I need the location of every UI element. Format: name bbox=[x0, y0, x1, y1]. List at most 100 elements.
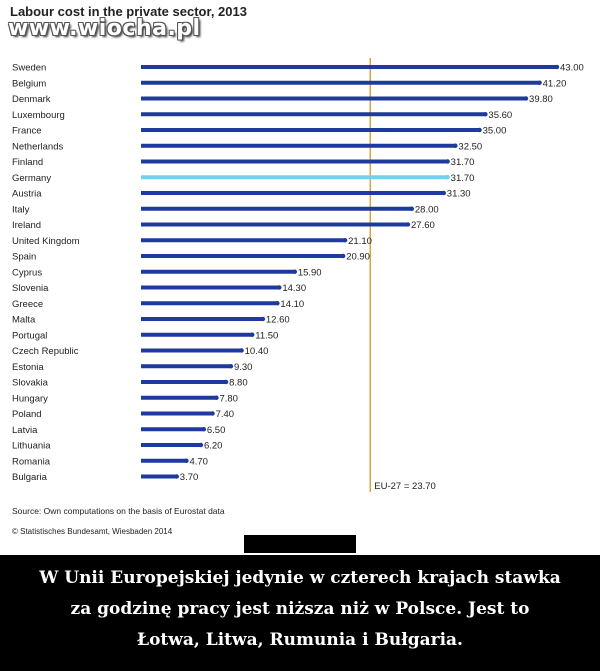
bar-end-marker bbox=[174, 474, 179, 479]
category-label: Poland bbox=[12, 409, 42, 420]
bar-end-marker bbox=[445, 175, 450, 180]
bar-end-marker bbox=[198, 442, 204, 448]
category-label: Denmark bbox=[12, 94, 51, 105]
value-label: 14.10 bbox=[280, 299, 304, 310]
value-label: 27.60 bbox=[411, 220, 435, 231]
category-label: Austria bbox=[12, 189, 42, 200]
category-label: Romania bbox=[12, 456, 51, 467]
bar bbox=[141, 80, 540, 85]
bar-end-marker bbox=[537, 80, 542, 85]
bar bbox=[141, 348, 242, 353]
bar bbox=[141, 427, 204, 432]
bar bbox=[141, 143, 456, 148]
bar-end-marker bbox=[239, 348, 244, 353]
bar-end-marker bbox=[554, 64, 560, 70]
bar bbox=[141, 443, 201, 447]
bar-end-marker bbox=[445, 159, 450, 164]
bar bbox=[141, 191, 444, 195]
value-label: 6.50 bbox=[207, 425, 226, 436]
bar bbox=[141, 474, 177, 479]
bar-end-marker bbox=[184, 458, 189, 463]
category-label: Cyprus bbox=[12, 267, 42, 278]
bar-end-marker bbox=[260, 316, 266, 322]
bar-end-marker bbox=[228, 364, 234, 369]
source-note: Source: Own computations on the basis of… bbox=[12, 506, 225, 516]
category-label: Spain bbox=[12, 252, 36, 263]
value-label: 3.70 bbox=[180, 472, 199, 483]
category-label: Lithuania bbox=[12, 441, 51, 452]
value-label: 31.30 bbox=[447, 189, 471, 200]
category-label: Finland bbox=[12, 157, 43, 168]
bar bbox=[141, 128, 480, 132]
value-label: 8.80 bbox=[229, 378, 248, 389]
bar-end-marker bbox=[275, 301, 280, 306]
bar-end-marker bbox=[441, 190, 447, 196]
bar bbox=[141, 65, 557, 69]
category-label: Slovenia bbox=[12, 283, 49, 294]
value-label: 31.70 bbox=[451, 157, 475, 168]
category-label: United Kingdom bbox=[12, 236, 80, 247]
bar bbox=[141, 332, 253, 337]
value-label: 43.00 bbox=[560, 63, 584, 74]
category-label: Luxembourg bbox=[12, 110, 65, 121]
value-label: 7.80 bbox=[219, 393, 238, 404]
bar-end-marker bbox=[210, 411, 215, 416]
bar-end-marker bbox=[477, 127, 482, 133]
value-label: 4.70 bbox=[189, 456, 208, 467]
value-label: 41.20 bbox=[543, 78, 567, 89]
bar bbox=[141, 301, 278, 306]
category-label: Bulgaria bbox=[12, 472, 48, 483]
bar bbox=[141, 395, 217, 400]
category-label: Belgium bbox=[12, 78, 46, 89]
bar bbox=[141, 222, 409, 227]
value-label: 31.70 bbox=[451, 173, 475, 184]
watermark-logo: www.wiocha.pl bbox=[8, 16, 201, 41]
category-label: Sweden bbox=[12, 63, 46, 74]
bar-end-marker bbox=[405, 222, 411, 227]
value-label: 20.90 bbox=[346, 252, 370, 263]
category-label: Germany bbox=[12, 173, 51, 184]
publisher-note: © Statistisches Bundesamt, Wiesbaden 201… bbox=[12, 527, 173, 536]
bar bbox=[141, 269, 295, 274]
bar-end-marker bbox=[483, 112, 488, 117]
value-label: 35.60 bbox=[488, 110, 512, 121]
category-label: Portugal bbox=[12, 330, 47, 341]
category-label: Czech Republic bbox=[12, 346, 79, 357]
category-label: Netherlands bbox=[12, 141, 63, 152]
bar-end-marker bbox=[214, 395, 219, 400]
bar-end-marker bbox=[340, 253, 346, 259]
bar bbox=[141, 112, 486, 117]
bar-chart: EU-27 = 23.70 Sweden 43.00 Belgium 41.20 Denm… bbox=[12, 58, 584, 492]
value-label: 9.30 bbox=[234, 362, 253, 373]
category-label: France bbox=[12, 126, 42, 137]
bar bbox=[141, 206, 412, 211]
value-label: 35.00 bbox=[483, 126, 507, 137]
bar bbox=[141, 458, 187, 463]
caption-line-2: za godzinę pracy jest niższa niż w Polsc… bbox=[70, 599, 530, 619]
category-label: Ireland bbox=[12, 220, 41, 231]
category-label: Estonia bbox=[12, 362, 44, 373]
bar-end-marker bbox=[277, 285, 282, 290]
redaction-box bbox=[244, 535, 356, 553]
bar-end-marker bbox=[409, 206, 415, 211]
category-label: Slovakia bbox=[12, 378, 49, 389]
bar bbox=[141, 175, 448, 180]
caption-line-3: Łotwa, Litwa, Rumunia i Bułgaria. bbox=[137, 630, 463, 650]
value-label: 14.30 bbox=[282, 283, 306, 294]
chart-area: Labour cost in the private sector, 2013 … bbox=[8, 4, 584, 553]
value-label: 6.20 bbox=[204, 441, 223, 452]
value-label: 32.50 bbox=[458, 141, 482, 152]
value-label: 12.60 bbox=[266, 315, 290, 326]
value-label: 21.10 bbox=[348, 236, 372, 247]
chart-title: Labour cost in the private sector, 2013 bbox=[10, 4, 247, 19]
bar bbox=[141, 364, 231, 369]
bar-end-marker bbox=[223, 379, 229, 385]
category-label: Hungary bbox=[12, 393, 48, 404]
bar bbox=[141, 317, 263, 321]
eu-average-label: EU-27 = 23.70 bbox=[374, 481, 436, 492]
value-label: 15.90 bbox=[298, 267, 322, 278]
bar bbox=[141, 96, 527, 101]
category-label: Greece bbox=[12, 299, 43, 310]
bar bbox=[141, 380, 227, 384]
caption-banner: W Unii Europejskiej jedynie w czterech k… bbox=[0, 555, 600, 671]
